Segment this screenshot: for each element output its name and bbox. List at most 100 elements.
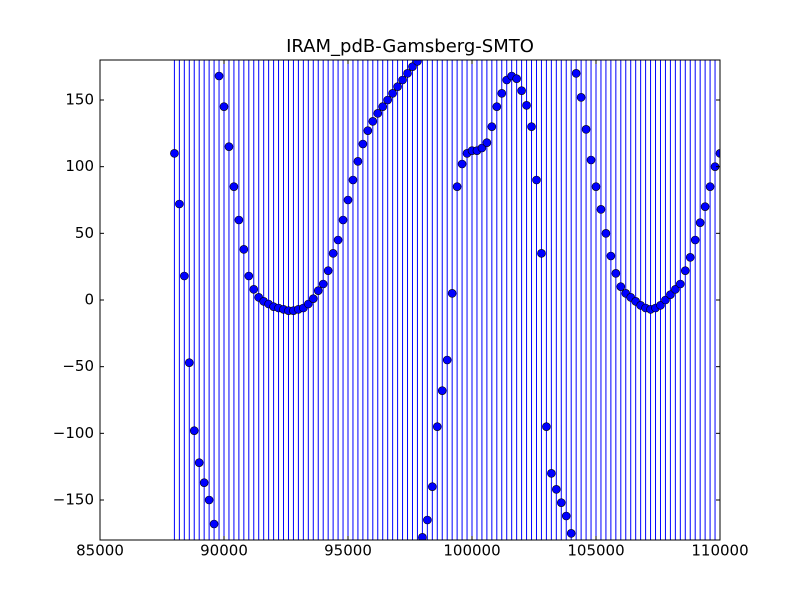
- point: [348, 175, 358, 185]
- plot-area: [170, 60, 720, 540]
- x-tick-label: 95000: [324, 542, 372, 560]
- point: [368, 117, 378, 126]
- point: [571, 69, 581, 78]
- point: [428, 482, 437, 491]
- x-tick-label: 110000: [691, 542, 748, 560]
- point: [512, 74, 521, 83]
- point: [606, 251, 616, 261]
- point: [452, 182, 462, 191]
- y-tick-label: 150: [65, 91, 94, 109]
- point: [363, 126, 373, 135]
- point: [676, 279, 685, 289]
- point: [308, 294, 318, 303]
- point: [189, 426, 199, 435]
- point: [497, 89, 507, 98]
- point: [338, 215, 348, 225]
- point: [418, 533, 427, 540]
- y-tick-label: −50: [62, 357, 94, 375]
- point: [423, 515, 432, 525]
- point: [229, 182, 239, 191]
- point: [318, 279, 328, 289]
- point: [432, 422, 442, 431]
- point: [666, 290, 675, 299]
- point: [527, 122, 536, 131]
- point: [542, 422, 551, 431]
- point: [447, 289, 457, 298]
- point: [487, 122, 497, 131]
- point: [695, 218, 705, 227]
- point: [552, 485, 561, 494]
- point: [715, 149, 720, 158]
- point: [596, 205, 606, 214]
- point: [333, 235, 343, 245]
- point: [184, 358, 194, 367]
- point: [378, 102, 388, 111]
- point: [690, 235, 700, 245]
- point: [304, 299, 313, 309]
- point: [373, 109, 383, 118]
- point: [616, 282, 626, 291]
- point: [199, 478, 209, 487]
- point: [576, 93, 586, 102]
- point: [566, 529, 576, 538]
- point: [219, 102, 229, 111]
- point: [700, 202, 710, 211]
- point: [234, 215, 244, 225]
- x-tick-label: 105000: [567, 542, 624, 560]
- point: [537, 249, 546, 258]
- point: [323, 266, 333, 275]
- point: [705, 182, 715, 191]
- y-tick-label: 0: [84, 291, 94, 309]
- point: [517, 86, 526, 95]
- axes: 85000 90000 95000 100000 105000 110000 −150 −10…: [53, 59, 749, 560]
- point: [214, 71, 224, 81]
- point: [358, 139, 368, 149]
- point: [383, 95, 392, 105]
- point: [209, 519, 219, 529]
- point: [581, 125, 591, 134]
- point: [328, 249, 338, 258]
- chart-title: IRAM_pdB-Gamsberg-SMTO: [286, 36, 534, 57]
- point: [224, 142, 234, 151]
- y-tick-label: −150: [53, 491, 94, 509]
- point: [442, 355, 452, 365]
- y-tick-label: 100: [65, 157, 94, 175]
- point: [680, 266, 690, 275]
- x-tick-label: 90000: [200, 542, 248, 560]
- point: [661, 295, 670, 305]
- point: [591, 182, 601, 191]
- point: [244, 271, 254, 281]
- point: [343, 195, 353, 205]
- point: [492, 102, 502, 111]
- point: [194, 458, 204, 467]
- point: [611, 269, 621, 278]
- point: [403, 69, 412, 78]
- point: [408, 62, 417, 71]
- y-tick-label: −100: [53, 424, 94, 442]
- point: [532, 175, 541, 185]
- point: [239, 245, 249, 254]
- point: [204, 495, 214, 505]
- point: [482, 138, 492, 147]
- point: [175, 199, 184, 209]
- y-tick-label: 50: [75, 224, 94, 242]
- point: [685, 253, 695, 262]
- point: [388, 89, 397, 98]
- point: [556, 498, 566, 507]
- point: [477, 143, 487, 153]
- x-tick-label: 85000: [76, 542, 124, 560]
- point: [398, 75, 407, 85]
- point: [522, 101, 531, 110]
- point: [393, 82, 402, 91]
- point: [601, 229, 611, 238]
- point: [180, 271, 189, 281]
- point: [170, 149, 179, 158]
- point: [586, 155, 596, 165]
- point: [457, 159, 467, 169]
- point: [313, 286, 323, 295]
- point: [671, 285, 680, 294]
- point: [561, 511, 571, 521]
- point: [437, 386, 447, 395]
- point: [656, 301, 665, 310]
